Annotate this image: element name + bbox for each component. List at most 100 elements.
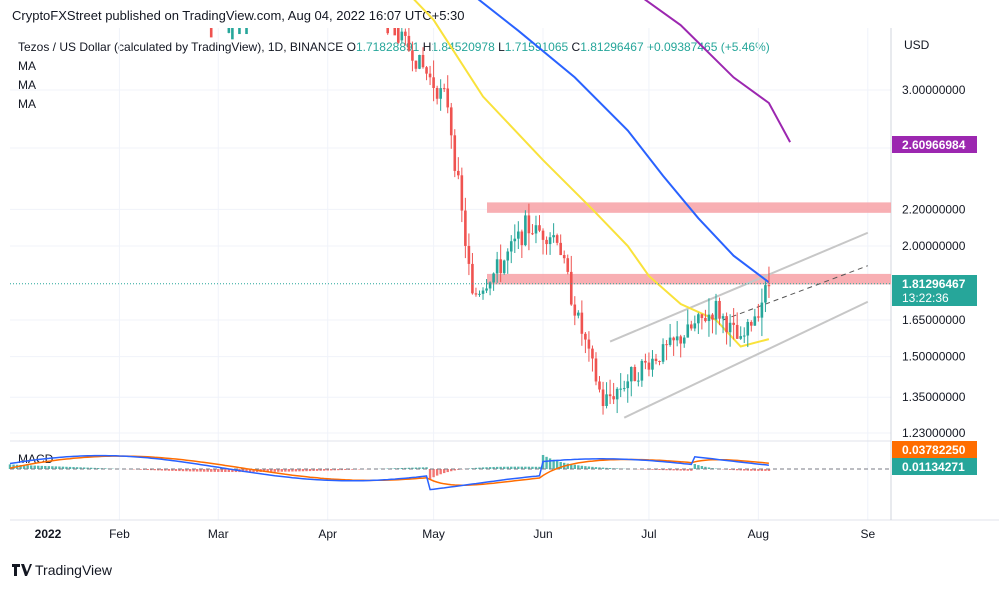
macd-histogram-bar [202, 469, 206, 472]
candle-body [569, 271, 573, 305]
candle-body [637, 380, 640, 382]
candle-body [555, 235, 559, 243]
candle-body [439, 88, 442, 99]
macd-histogram-bar [386, 468, 389, 469]
candle-body [739, 336, 743, 339]
macd-histogram-bar [160, 469, 163, 471]
candle-body [478, 293, 481, 295]
time-axis-ticks: 2022 Feb Mar Apr May Jun Jul Aug Se [35, 527, 876, 541]
low-label: L [498, 40, 505, 54]
candle-body [587, 339, 591, 349]
candle-body [464, 210, 467, 246]
last-price-badge [892, 275, 977, 306]
macd-histogram-bar [658, 469, 661, 471]
macd-histogram-bar [93, 467, 96, 469]
candle-body [209, 28, 213, 38]
macd-histogram-bar [488, 467, 492, 469]
macd-histogram-bar [707, 467, 711, 469]
price-tick-label: 1.35000000 [902, 390, 966, 404]
macd-histogram-bar [510, 466, 513, 469]
macd-histogram-bar [220, 469, 223, 472]
macd-histogram-bar [728, 469, 732, 470]
macd-histogram-bar [520, 466, 524, 469]
macd-histogram-bar [485, 467, 488, 469]
macd-histogram-bar [337, 469, 340, 471]
tradingview-logo[interactable]: TradingView [12, 562, 112, 578]
channel-lower [623, 300, 869, 419]
macd-histogram-bar [97, 468, 100, 469]
candle-body [538, 225, 541, 231]
time-tick-label: Se [860, 527, 875, 541]
macd-histogram-bar [573, 464, 576, 469]
candle-body [227, 28, 231, 33]
macd-histogram-bar [531, 466, 534, 469]
candle-body [428, 73, 432, 78]
macd-histogram-bar [174, 469, 178, 471]
macd-histogram-bar [605, 467, 608, 469]
ohlc-legend: Tezos / US Dollar (calculated by Trading… [18, 40, 770, 54]
macd-histogram-bar [559, 461, 562, 469]
candle-body [421, 54, 425, 68]
candle-body [400, 31, 404, 41]
macd-histogram-bar [499, 466, 502, 469]
candle-body [711, 314, 714, 320]
macd-histogram-bar [767, 469, 771, 471]
moving-averages [413, 0, 791, 348]
candle-body [732, 322, 735, 325]
publisher-caption: CryptoFXStreet published on TradingView.… [12, 8, 465, 23]
candle-body [499, 259, 502, 274]
macd-histogram-bar [40, 465, 43, 469]
price-tick-label: 1.65000000 [902, 313, 966, 327]
candle-body [566, 258, 570, 272]
ma-legend-2[interactable]: MA [18, 78, 36, 92]
macd-histogram-bar [697, 465, 700, 469]
ma-legend-3[interactable]: MA [18, 97, 36, 111]
macd-histogram-bar [584, 466, 587, 469]
open-value: 1.71828891 [355, 40, 420, 54]
currency-label: USD [904, 38, 930, 52]
macd-histogram-bar [693, 464, 697, 469]
candle-body [665, 344, 668, 346]
macd-histogram-bar [8, 464, 12, 469]
macd-histogram-bar [598, 467, 601, 469]
candle-body [559, 242, 562, 256]
macd-histogram-bar [591, 466, 594, 469]
macd-histogram-bar [527, 466, 531, 469]
candle-body [725, 316, 728, 333]
candle-body [612, 396, 615, 400]
candle-body [414, 60, 418, 69]
macd-histogram-bar [199, 469, 202, 472]
macd-histogram-bar [594, 467, 598, 469]
macd-histogram-bar [675, 469, 679, 471]
candle-body [626, 381, 630, 389]
macd-histogram-bar [474, 467, 478, 469]
macd-histogram-bar [400, 467, 404, 469]
macd-histogram-bar [29, 465, 33, 469]
macd-histogram-bar [195, 469, 199, 472]
macd-histogram-bar [580, 465, 584, 469]
time-tick-label: Apr [318, 527, 337, 541]
macd-lines [9, 454, 891, 491]
macd-histogram-bar [432, 469, 435, 478]
candle-body [231, 28, 234, 40]
candle-body [435, 87, 439, 99]
time-tick-label: May [422, 527, 445, 541]
candle-body [386, 28, 390, 34]
candle-body [404, 31, 407, 36]
candle-body [432, 77, 435, 88]
macd-histogram-bar [273, 469, 276, 472]
close-value: 1.81296467 [580, 40, 644, 54]
candle-body [615, 388, 619, 400]
macd-histogram-bar [351, 469, 354, 470]
macd-histogram-bar [44, 465, 47, 469]
macd-histogram-bar [72, 467, 75, 469]
ma-legend-1[interactable]: MA [18, 59, 36, 73]
ascending-channel [609, 231, 869, 419]
macd-histogram-bar [446, 469, 449, 473]
candle-body [520, 231, 524, 246]
macd-histogram-bar [665, 469, 668, 471]
macd-histogram-bar [492, 466, 495, 469]
price-tick-label: 3.00000000 [902, 83, 966, 97]
candle-body [446, 88, 450, 108]
